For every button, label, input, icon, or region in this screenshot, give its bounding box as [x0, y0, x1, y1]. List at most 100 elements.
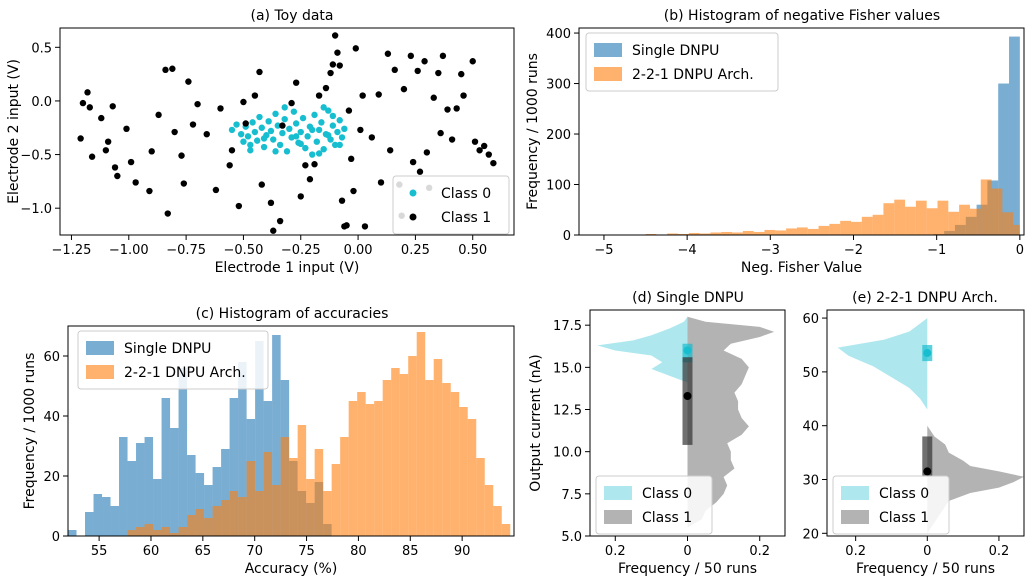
class-1-point [329, 61, 337, 68]
panel-c-ytick-label: 0 [52, 530, 60, 545]
accuracy-bar [127, 530, 137, 536]
class-1-point [361, 223, 369, 230]
class-1-point [77, 135, 84, 142]
panel-a-legend-box [392, 175, 510, 235]
accuracy-bar [195, 509, 205, 536]
class-0-point [272, 148, 279, 155]
panel-a-xtick-label: −0.50 [224, 243, 264, 258]
accuracy-bar [467, 419, 477, 536]
class-0-point [329, 122, 337, 129]
accuracy-bar [416, 332, 426, 536]
accuracy-bar [340, 437, 349, 536]
class-1-violin [927, 425, 1024, 534]
class-0-point [315, 150, 323, 157]
accuracy-bar [85, 512, 94, 536]
fisher-bar [677, 233, 689, 235]
class-1-point [480, 142, 488, 150]
class-1-point [240, 98, 247, 106]
accuracy-bar [161, 398, 171, 536]
panel-b-ytick-label: 300 [546, 78, 571, 93]
class-1-point [331, 32, 339, 39]
fisher-bar [710, 232, 722, 235]
panel-a-x-axis-label: Electrode 1 input (V) [215, 260, 360, 276]
accuracy-bar [229, 491, 239, 536]
class-1-point [453, 105, 460, 112]
panel-c-ytick-label: 20 [43, 470, 60, 485]
class-1-point [155, 111, 162, 119]
class-0-point [336, 117, 343, 124]
class-1-point [338, 197, 346, 204]
class-0-point [228, 126, 236, 134]
panel-c-xtick-label: 80 [350, 544, 367, 559]
class-1-point [416, 168, 424, 175]
fisher-bar [915, 200, 927, 235]
accuracy-bar [348, 401, 358, 536]
class-1-point [148, 148, 155, 155]
class-1-point [448, 136, 456, 143]
panel-a-xtick-label: −1.00 [109, 243, 149, 258]
class-0-point [297, 140, 304, 148]
panel-d-x-axis-label: Frequency / 50 runs [618, 561, 757, 577]
panel-b-xtick-label: −2 [844, 243, 863, 258]
accuracy-bar [187, 515, 196, 536]
panel-e-ytick-label: 20 [802, 527, 819, 542]
class-1-point [375, 91, 382, 98]
class-1-point [162, 66, 169, 74]
accuracy-bar [391, 368, 400, 536]
class-0-point [331, 141, 339, 149]
panel-b-xtick-label: −5 [594, 243, 613, 258]
fisher-bar [991, 188, 1003, 235]
class-0-point [311, 111, 318, 119]
panel-a-y-axis-label: Electrode 2 input (V) [6, 59, 22, 204]
panel-e-xtick-label: 0.2 [845, 544, 866, 559]
class-1-point [391, 66, 398, 74]
panel-b-legend-label: Single DNPU [632, 43, 719, 59]
class-0-point [272, 110, 279, 118]
accuracy-bar [212, 506, 222, 536]
class-1-point [235, 202, 243, 210]
panel-d-legend-label: Class 1 [642, 510, 692, 526]
class-0-point [265, 118, 272, 125]
fisher-bar [959, 204, 970, 235]
accuracy-bar [272, 485, 281, 536]
class-1-point [297, 193, 304, 200]
class-1-point [423, 149, 431, 156]
class-1-point [469, 58, 476, 65]
panel-b-legend-label: 2-2-1 DNPU Arch. [632, 67, 754, 83]
class-1-point [79, 99, 87, 107]
class-1-point [258, 181, 265, 188]
class-1-point [334, 49, 341, 56]
class-1-point [292, 79, 300, 86]
fisher-bar [732, 232, 743, 235]
panel-a-xtick-label: −1.25 [52, 243, 92, 258]
class-0-point [325, 132, 332, 139]
class-1-point [327, 69, 334, 77]
panel-e-legend-swatch [841, 510, 869, 524]
accuracy-bar [161, 527, 171, 536]
class-1-point [377, 179, 385, 186]
fisher-bar [786, 228, 797, 235]
class-0-point [256, 113, 263, 121]
panel-b-legend-box [585, 32, 779, 92]
accuracy-bar [484, 485, 494, 536]
class-1-point [251, 92, 259, 99]
class-0-point [258, 124, 265, 131]
panel-e-plot-frame [826, 309, 1025, 537]
panel-b-legend-swatch [594, 43, 622, 57]
class-0-point [309, 151, 316, 158]
accuracy-bar [144, 437, 154, 536]
class-1-box [682, 357, 693, 445]
class-1-point [435, 69, 442, 77]
class-1-point [322, 84, 330, 92]
class-0-violin [597, 316, 688, 383]
panel-a-legend-label: Class 0 [441, 186, 491, 202]
panel-b-ytick-label: 400 [546, 27, 571, 42]
panel-a-xtick-label: −0.25 [281, 243, 321, 258]
fisher-bar [807, 228, 819, 235]
fisher-bar [764, 229, 776, 235]
panel-e-arch-violin: (e) 2-2-1 DNPU Arch. 0.2 0 0.2 20 30 40 50 60 Fr… [802, 290, 1025, 577]
accuracy-bar [255, 491, 264, 536]
panel-e-legend-label: Class 1 [879, 510, 929, 526]
panel-a-toy-data: (a) Toy data −1.25 −1.00 −0.75 −0.50 −0.25 0.… [6, 8, 515, 276]
